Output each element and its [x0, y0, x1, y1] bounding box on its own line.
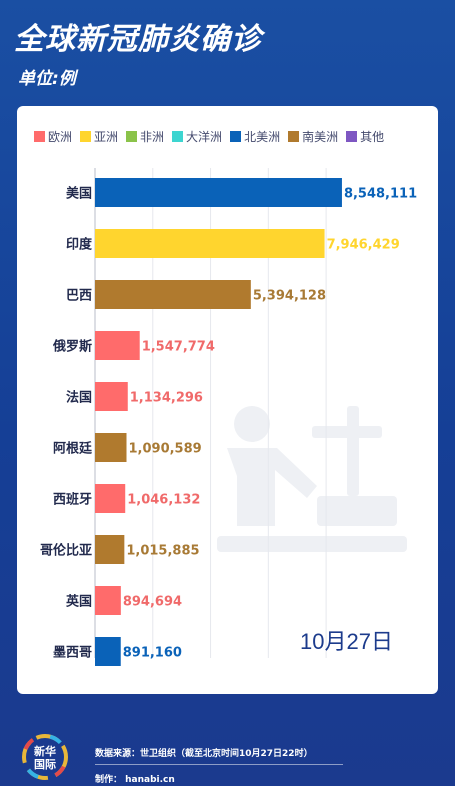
value-label: 7,946,429: [327, 238, 400, 253]
value-label: 1,046,132: [127, 493, 200, 508]
legend-label: 北美洲: [244, 129, 281, 144]
legend-swatch: [288, 130, 300, 142]
value-label: 8,548,111: [344, 187, 417, 202]
legend-swatch: [230, 130, 242, 142]
chart-legend: 欧洲 亚洲 非洲 大洋洲 北美洲 南美洲 其他: [34, 128, 392, 144]
value-label: 1,090,589: [129, 442, 202, 457]
legend-swatch: [126, 130, 138, 142]
category-label: 哥伦比亚: [40, 543, 92, 559]
bar-chart: 美国 8,548,111 印度 7,946,429 巴西 5,394,128 俄罗斯 1,54…: [40, 168, 417, 666]
date-label: 10月27日: [300, 629, 393, 654]
value-label: 891,160: [123, 646, 182, 661]
data-source: 数据来源：世卫组织（截至北京时间10月27日22时）: [95, 749, 313, 759]
category-label: 英国: [65, 594, 92, 610]
legend-item-north-america[interactable]: 北美洲: [230, 128, 280, 145]
legend-item-europe[interactable]: 欧洲: [34, 128, 72, 145]
value-label: 894,694: [123, 595, 182, 610]
maker-credit: 制作： hanabi.cn: [95, 775, 175, 785]
labels: 美国 8,548,111 印度 7,946,429 巴西 5,394,128 俄罗斯 1,54…: [40, 186, 417, 661]
bar-1[interactable]: [95, 229, 325, 258]
legend-label: 非洲: [140, 129, 165, 144]
chart-card: 欧洲 亚洲 非洲 大洋洲 北美洲 南美洲 其他: [17, 106, 438, 694]
bar-4[interactable]: [95, 382, 128, 411]
legend-swatch: [80, 130, 92, 142]
value-label: 1,134,296: [130, 391, 203, 406]
bar-5[interactable]: [95, 433, 127, 462]
legend-label: 亚洲: [94, 129, 119, 144]
legend-swatch: [172, 130, 184, 142]
legend-swatch: [34, 130, 45, 142]
page-title: 全球新冠肺炎确诊: [14, 22, 262, 57]
legend-label: 大洋洲: [186, 129, 223, 144]
category-label: 美国: [66, 186, 92, 202]
logo-ring-icon: [22, 734, 68, 780]
xinhua-logo: 新华 国际: [22, 734, 68, 780]
unit-label: 单位:例: [18, 69, 76, 89]
category-label: 法国: [66, 390, 92, 406]
bar-9[interactable]: [95, 637, 121, 666]
logo-line-2: 国际: [34, 758, 56, 771]
legend-label: 其他: [360, 129, 385, 144]
bar-6[interactable]: [95, 484, 126, 513]
bars: [95, 178, 342, 666]
category-label: 阿根廷: [53, 441, 93, 457]
legend-label: 南美洲: [302, 129, 339, 144]
legend-item-asia[interactable]: 亚洲: [80, 128, 118, 145]
category-label: 俄罗斯: [52, 339, 92, 355]
bar-3[interactable]: [95, 331, 140, 360]
legend-item-africa[interactable]: 非洲: [126, 128, 164, 145]
legend-item-other[interactable]: 其他: [346, 128, 384, 145]
category-label: 西班牙: [53, 492, 92, 508]
category-label: 印度: [66, 237, 93, 253]
value-label: 5,394,128: [253, 289, 326, 304]
legend-item-oceania[interactable]: 大洋洲: [172, 128, 222, 145]
bar-7[interactable]: [95, 535, 125, 564]
category-label: 墨西哥: [53, 645, 92, 661]
legend-item-south-america[interactable]: 南美洲: [288, 128, 338, 145]
category-label: 巴西: [66, 289, 92, 304]
bar-8[interactable]: [95, 586, 121, 615]
legend-label: 欧洲: [48, 129, 73, 144]
legend-swatch: [346, 130, 358, 142]
bar-0[interactable]: [95, 178, 342, 207]
watermark-icon: [217, 406, 407, 552]
footer-divider: [95, 764, 343, 765]
value-label: 1,547,774: [142, 340, 215, 355]
logo-line-1: 新华: [34, 745, 56, 758]
value-label: 1,015,885: [126, 544, 199, 559]
bar-2[interactable]: [95, 280, 251, 309]
